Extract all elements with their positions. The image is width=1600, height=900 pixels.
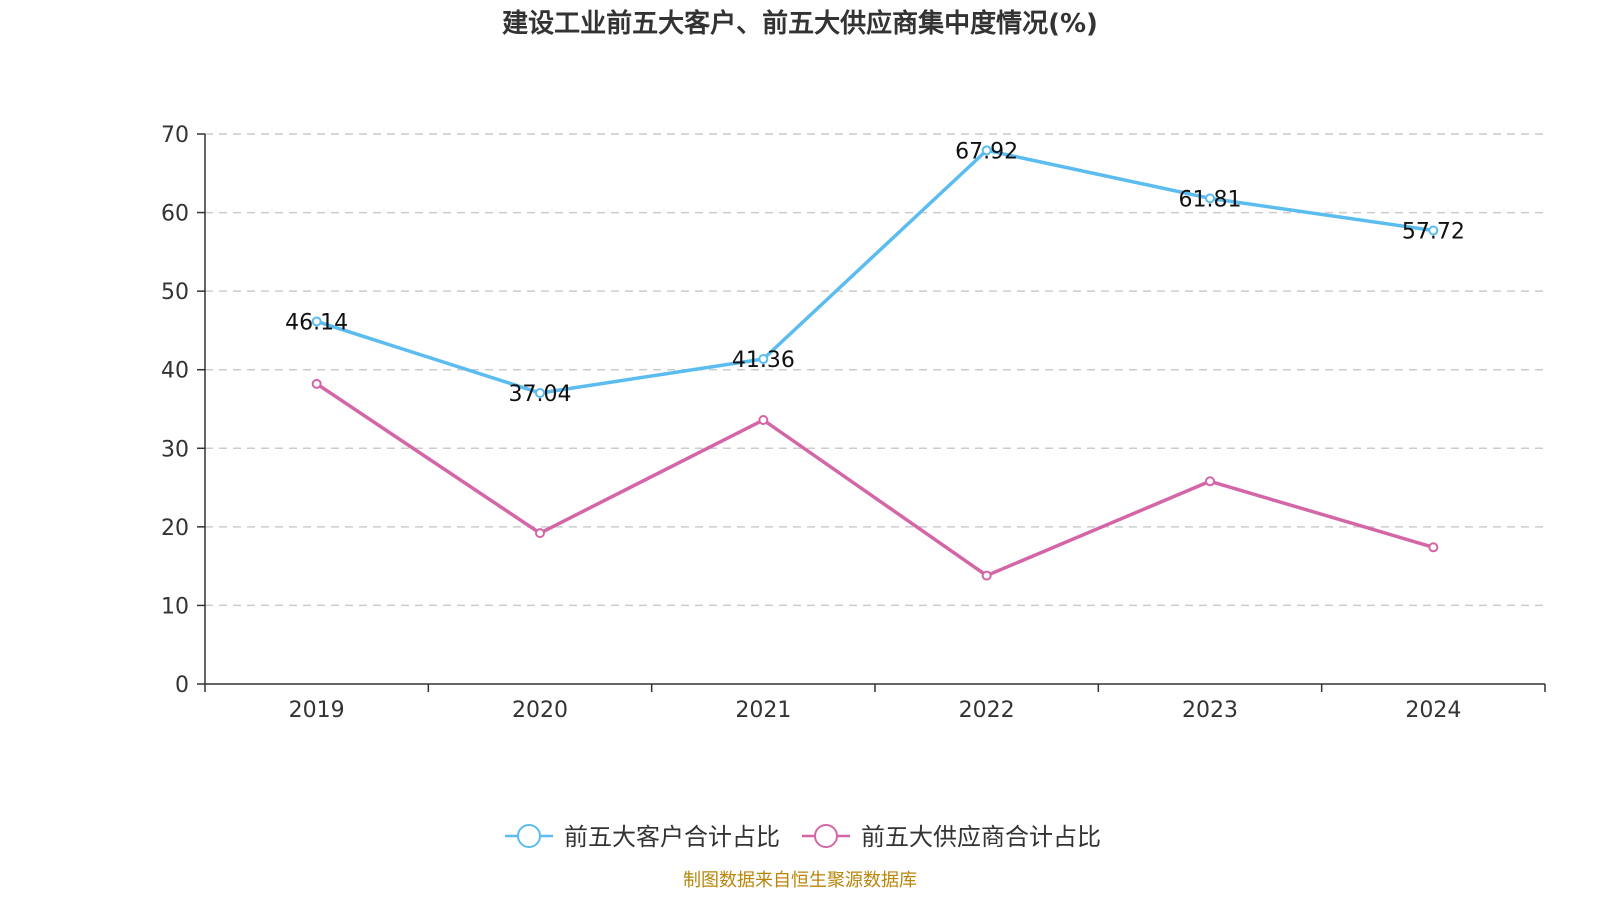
legend-item-1[interactable]: 前五大客户合计占比 bbox=[505, 823, 780, 851]
legend-circle-icon bbox=[517, 824, 541, 848]
data-point bbox=[1428, 542, 1439, 553]
x-tick-label: 2020 bbox=[512, 698, 568, 723]
data-label: 46.14 bbox=[285, 310, 348, 335]
data-point bbox=[758, 415, 769, 425]
x-tick-label: 2023 bbox=[1182, 698, 1238, 723]
data-labels: 46.14 37.04 41.36 67.92 61.81 57.72 bbox=[285, 139, 1465, 407]
series-line-2 bbox=[315, 382, 1434, 578]
data-label: 41.36 bbox=[732, 348, 795, 373]
legend[interactable]: 前五大客户合计占比 前五大供应商合计占比 bbox=[505, 823, 1101, 851]
data-label: 67.92 bbox=[955, 139, 1018, 164]
data-point bbox=[311, 378, 322, 389]
data-label: 37.04 bbox=[509, 382, 572, 407]
y-tick-label: 50 bbox=[161, 280, 189, 305]
x-tick-label: 2022 bbox=[959, 698, 1015, 723]
data-point bbox=[981, 145, 992, 156]
data-point bbox=[1428, 225, 1439, 236]
x-tick-label: 2019 bbox=[289, 698, 345, 723]
y-tick-label: 60 bbox=[161, 202, 189, 227]
series bbox=[311, 145, 1439, 581]
data-label: 57.72 bbox=[1402, 219, 1465, 244]
data-point bbox=[1205, 476, 1215, 487]
data-point bbox=[311, 316, 322, 327]
y-tick-label: 0 bbox=[175, 673, 189, 698]
series-line-1 bbox=[316, 148, 1434, 395]
source-note: 制图数据来自恒生聚源数据库 bbox=[683, 870, 917, 891]
legend-item-2[interactable]: 前五大供应商合计占比 bbox=[802, 823, 1101, 851]
legend-label: 前五大供应商合计占比 bbox=[861, 823, 1101, 851]
chart-title: 建设工业前五大客户、前五大供应商集中度情况(%) bbox=[502, 8, 1098, 39]
grid-lines bbox=[205, 133, 1545, 607]
data-point bbox=[535, 387, 545, 398]
data-point bbox=[981, 570, 992, 581]
data-point bbox=[535, 528, 545, 539]
legend-label: 前五大客户合计占比 bbox=[564, 823, 780, 851]
legend-circle-icon bbox=[814, 824, 838, 848]
y-tick-label: 70 bbox=[161, 123, 189, 148]
y-tick-label: 40 bbox=[161, 359, 189, 384]
x-tick-label: 2024 bbox=[1405, 698, 1461, 723]
y-tick-label: 20 bbox=[161, 516, 189, 541]
y-tick-label: 30 bbox=[161, 437, 189, 462]
x-tick-label: 2021 bbox=[735, 698, 791, 723]
data-point bbox=[758, 354, 769, 365]
axes: 0 10 20 30 40 50 60 70 2019 2020 2021 2022 2023 2024 bbox=[161, 123, 1546, 723]
data-point bbox=[1205, 193, 1215, 204]
data-label: 61.81 bbox=[1179, 187, 1242, 212]
y-tick-label: 10 bbox=[161, 594, 189, 619]
